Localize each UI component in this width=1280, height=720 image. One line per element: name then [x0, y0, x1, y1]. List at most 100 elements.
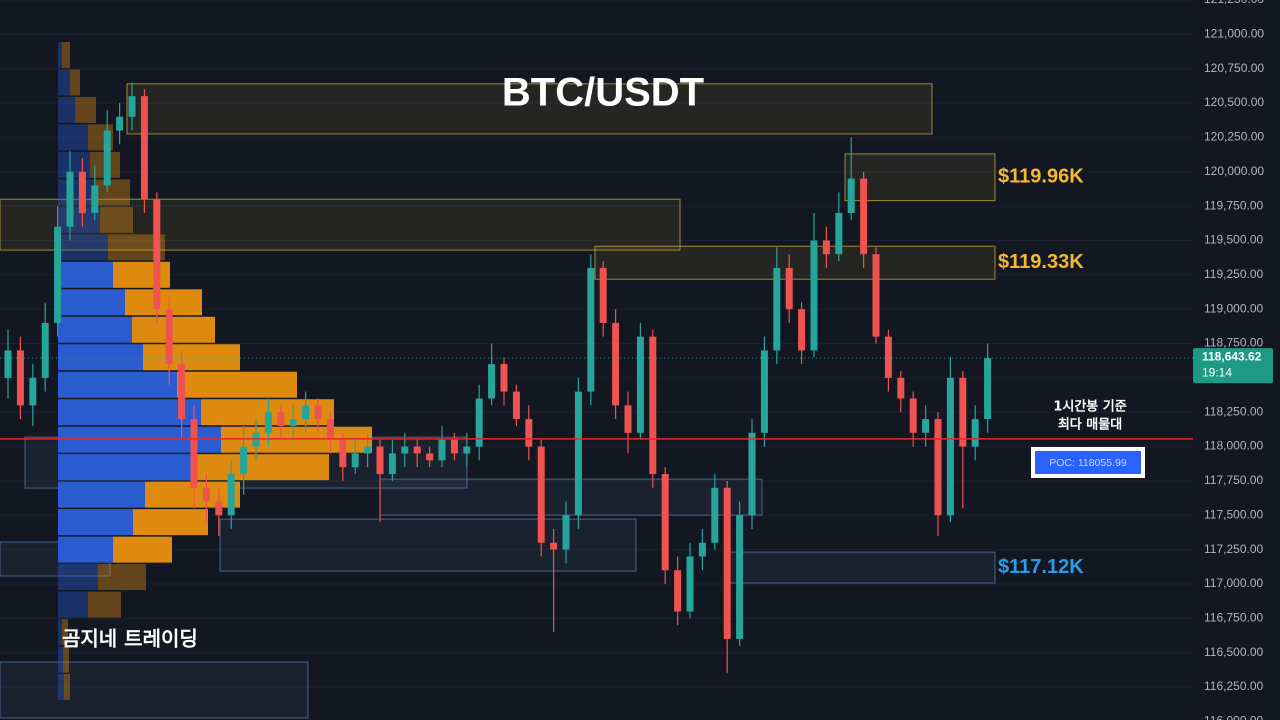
candle-body: [723, 487, 731, 639]
profile-buy: [58, 371, 177, 398]
candle-body: [116, 116, 124, 131]
profile-buy: [58, 41, 62, 68]
candle-body: [364, 446, 372, 454]
profile-buy: [58, 289, 125, 316]
y-tick-label: 121,000.00: [1204, 27, 1264, 41]
y-tick-label: 117,500.00: [1204, 507, 1263, 521]
candle-body: [562, 515, 570, 550]
candle-body: [351, 453, 359, 468]
profile-sell: [100, 206, 133, 233]
y-tick-label: 118,000.00: [1204, 439, 1263, 453]
price-zone: [844, 153, 996, 202]
candle-body: [401, 446, 409, 454]
chart-title: BTC/USDT: [502, 71, 704, 115]
candle-body: [525, 419, 533, 447]
profile-sell: [62, 619, 68, 646]
zone-label: $117.12K: [998, 556, 1084, 578]
candle-body: [698, 542, 706, 557]
candle-body: [302, 405, 310, 420]
candle-body: [227, 474, 235, 516]
y-tick-label: 116,500.00: [1204, 645, 1263, 659]
zone-label: $119.33K: [998, 251, 1084, 273]
candle-body: [41, 322, 49, 378]
annotation: 1시간봉 기준: [1053, 399, 1126, 415]
profile-buy: [58, 564, 98, 591]
candle-body: [252, 432, 260, 447]
candle-body: [66, 171, 74, 227]
profile-sell: [132, 316, 215, 343]
candle-body: [29, 377, 37, 406]
candle-body: [413, 446, 421, 454]
profile-buy: [58, 179, 95, 206]
candle-body: [376, 446, 384, 475]
last-price-label: 118,643.62: [1202, 349, 1262, 363]
poc-box: [1035, 451, 1141, 474]
y-tick-label: 116,250.00: [1204, 679, 1263, 693]
candle-body: [922, 419, 930, 433]
candle-body: [438, 439, 446, 461]
candle-body: [971, 419, 979, 447]
candle-body: [946, 377, 954, 516]
profile-buy: [58, 454, 192, 481]
candle-body: [574, 391, 582, 516]
profile-sell: [70, 69, 80, 96]
y-tick-label: 119,000.00: [1204, 301, 1263, 315]
candle-body: [190, 419, 198, 488]
candle-body: [54, 226, 62, 323]
candle-body: [314, 405, 322, 420]
profile-buy: [58, 619, 62, 646]
candle-body: [909, 398, 917, 433]
candle-body: [4, 350, 12, 378]
y-tick-label: 118,750.00: [1204, 336, 1263, 350]
candle-body: [860, 178, 868, 255]
candle-body: [624, 405, 632, 433]
candle-body: [326, 419, 334, 440]
candle-body: [537, 446, 545, 543]
y-tick-label: 120,500.00: [1204, 95, 1264, 109]
candle-body: [810, 240, 818, 351]
candle-body: [884, 336, 892, 378]
last-price-box: [1193, 348, 1273, 384]
y-tick-label: 120,750.00: [1204, 61, 1264, 75]
profile-sell: [88, 591, 121, 618]
profile-sell: [62, 41, 70, 68]
candle-body: [140, 96, 148, 200]
candle-body: [277, 412, 285, 426]
profile-sell: [177, 371, 297, 398]
price-zone: [219, 518, 637, 572]
profile-sell: [98, 564, 146, 591]
profile-sell: [64, 674, 70, 701]
profile-buy: [58, 481, 145, 508]
candle-body: [686, 556, 694, 612]
zone-label: $119.96K: [998, 166, 1084, 188]
candle-body: [388, 453, 396, 475]
candle-body: [512, 391, 520, 420]
candle-body: [847, 178, 855, 213]
annotation: 최다 매물대: [1058, 417, 1122, 433]
y-tick-label: 118,250.00: [1204, 404, 1263, 418]
candle-body: [289, 419, 297, 426]
y-tick-label: 120,250.00: [1204, 130, 1264, 144]
profile-sell: [113, 536, 172, 563]
candle-body: [897, 377, 905, 399]
candle-body: [153, 199, 161, 310]
y-tick-label: 119,500.00: [1204, 233, 1263, 247]
profile-buy: [58, 124, 88, 151]
price-zone: [729, 551, 996, 584]
candle-body: [760, 350, 768, 433]
profile-buy: [58, 536, 113, 563]
y-tick-label: 119,250.00: [1204, 267, 1263, 281]
candle-body: [711, 487, 719, 543]
profile-buy: [58, 96, 75, 123]
candle-body: [674, 570, 682, 612]
candle-body: [612, 322, 620, 406]
candle-body: [822, 240, 830, 255]
profile-buy: [58, 344, 143, 371]
candle-body: [636, 336, 644, 433]
price-zone: [126, 83, 933, 135]
candle-body: [103, 130, 111, 186]
price-zone: [0, 198, 681, 251]
profile-sell: [75, 96, 96, 123]
